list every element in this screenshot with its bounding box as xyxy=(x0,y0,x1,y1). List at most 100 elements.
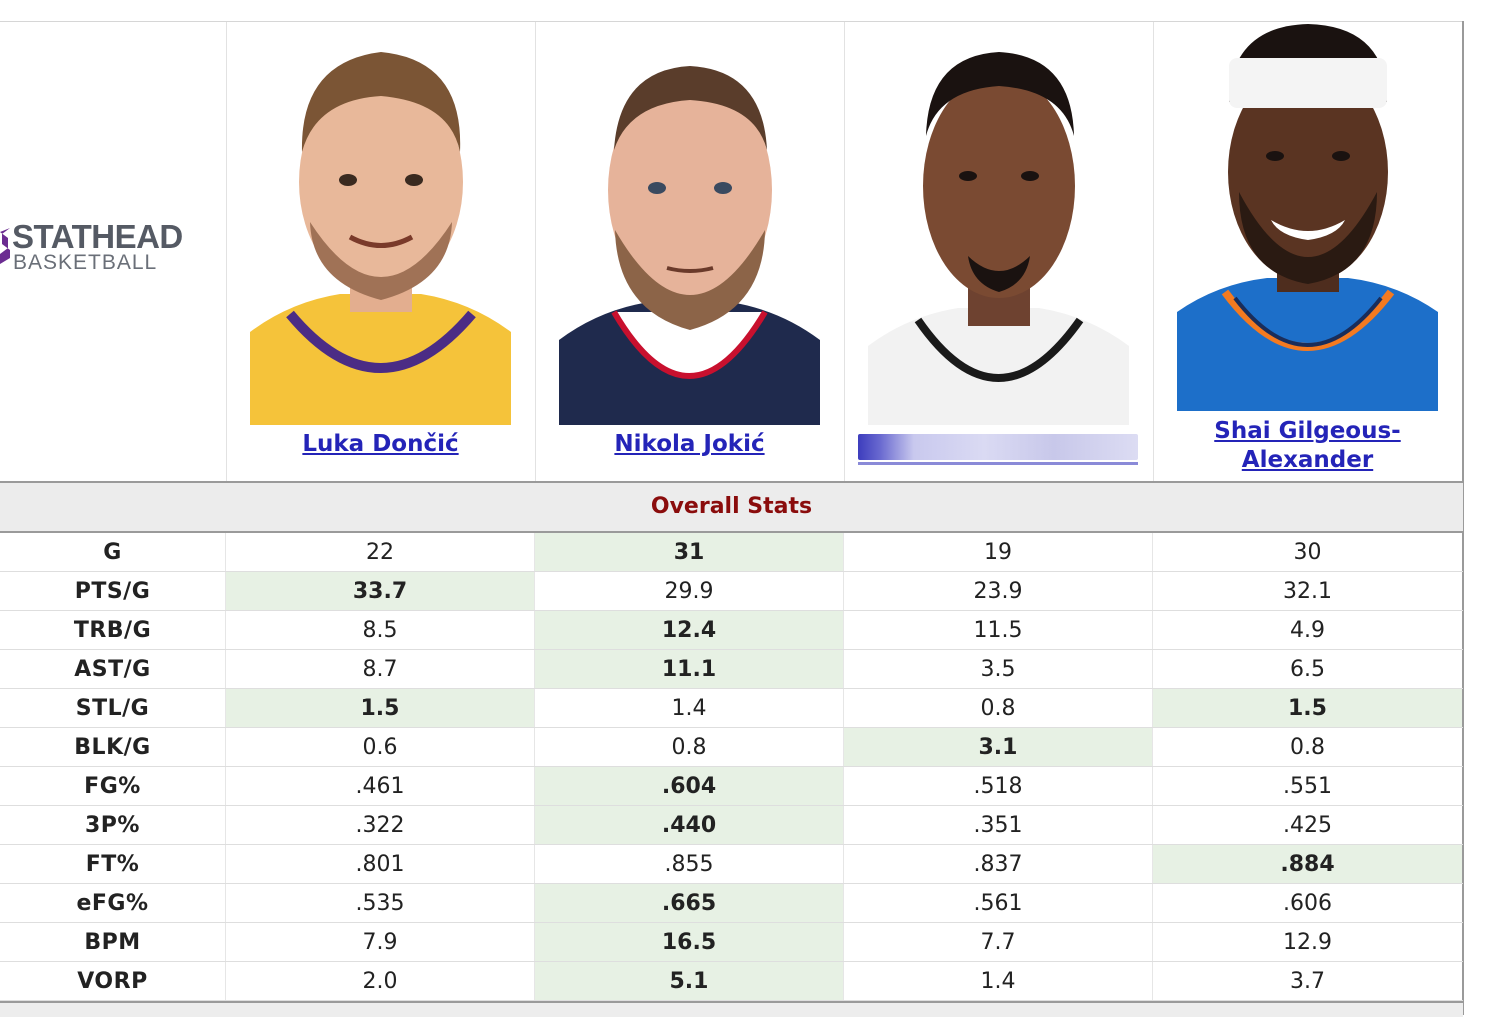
stat-row: eFG% .535.665.561 .606 xyxy=(0,884,1463,923)
stat-value: .606 xyxy=(1283,891,1332,916)
logo-subtitle: BASKETBALL xyxy=(13,251,158,274)
player-headshot-3[interactable] xyxy=(868,36,1129,425)
stat-label: G xyxy=(0,533,226,571)
stat-value: 22 xyxy=(226,533,535,571)
stat-value: .884 xyxy=(1153,845,1462,883)
player-headshot-2[interactable] xyxy=(559,40,820,425)
stat-row: VORP 2.0 5.1 1.4 3.7 xyxy=(0,962,1463,1001)
stat-value: 1.5 xyxy=(1153,689,1462,727)
player-column-2: Nikola Jokić xyxy=(535,22,844,482)
bottom-border xyxy=(0,1001,1463,1017)
player-column-4: Shai Gilgeous-Alexander xyxy=(1153,22,1462,482)
stat-value: 7.9 xyxy=(226,923,535,961)
stat-label: VORP xyxy=(0,962,226,1000)
stat-value: .665 xyxy=(535,884,844,922)
stats-table: Overall Stats G 22 31 19 30 PTS/G 33.7 29.9 23.9… xyxy=(0,481,1463,1001)
column-divider xyxy=(1153,22,1154,482)
stat-value: 12.4 xyxy=(535,611,844,649)
stat-value: 1.5 xyxy=(226,689,535,727)
stat-value: .561 xyxy=(844,884,1153,922)
stat-value: 11.1 xyxy=(535,650,844,688)
stat-value: 3.1 xyxy=(844,728,1153,766)
stat-value: 19 xyxy=(844,533,1153,571)
stat-value: .604 xyxy=(535,767,844,805)
stat-label: BPM xyxy=(0,923,226,961)
stat-label: STL/G xyxy=(0,689,226,727)
stat-row: PTS/G 33.7 29.9 23.9 32.1 xyxy=(0,572,1463,611)
column-divider xyxy=(226,22,227,482)
player-name-link-4[interactable]: Shai Gilgeous-Alexander xyxy=(1214,418,1401,473)
stat-value: .425 xyxy=(1283,813,1332,838)
player-column-1: Luka Dončić xyxy=(226,22,535,482)
stat-value: .855 xyxy=(535,845,844,883)
stat-value: 3.7 xyxy=(1290,969,1325,994)
stat-value: 8.5 xyxy=(226,611,535,649)
stat-row: BLK/G 0.6 0.8 3.1 0.8 xyxy=(0,728,1463,767)
stat-value: 8.7 xyxy=(226,650,535,688)
player-headshot-icon xyxy=(868,36,1129,425)
stat-label: AST/G xyxy=(0,650,226,688)
stat-value: 5.1 xyxy=(535,962,844,1000)
player-name-redacted xyxy=(858,434,1138,460)
stat-label: FG% xyxy=(0,767,226,805)
stat-row: FG% .461.604.518 .551 xyxy=(0,767,1463,806)
stat-value: .535 xyxy=(226,884,535,922)
stat-value: 11.5 xyxy=(844,611,1153,649)
stat-value: 16.5 xyxy=(535,923,844,961)
player-headshot-icon xyxy=(1177,22,1438,411)
stat-label: PTS/G xyxy=(0,572,226,610)
stat-row: BPM 7.9 16.5 7.7 12.9 xyxy=(0,923,1463,962)
stat-value: .801 xyxy=(226,845,535,883)
stat-value: 0.8 xyxy=(844,689,1153,727)
right-border xyxy=(1462,21,1464,1015)
stat-value: 0.8 xyxy=(535,728,844,766)
player-headshot-4[interactable] xyxy=(1177,22,1438,411)
player-name-underline xyxy=(858,462,1138,465)
column-divider xyxy=(535,22,536,482)
player-headshot-icon xyxy=(559,40,820,425)
stat-label: 3P% xyxy=(0,806,226,844)
stat-row: STL/G 1.5 1.4 0.8 1.5 xyxy=(0,689,1463,728)
stat-value: .518 xyxy=(844,767,1153,805)
stat-row: FT% .801.855.837.884 xyxy=(0,845,1463,884)
stat-row: AST/G 8.7 11.1 3.5 6.5 xyxy=(0,650,1463,689)
stat-label: TRB/G xyxy=(0,611,226,649)
player-column-3 xyxy=(844,22,1153,482)
player-name-link-2[interactable]: Nikola Jokić xyxy=(614,431,765,457)
stat-label: eFG% xyxy=(0,884,226,922)
stats-rows: G 22 31 19 30 PTS/G 33.7 29.9 23.9 32.1 TRB/G 8.5 12… xyxy=(0,533,1463,1001)
stat-value: 29.9 xyxy=(535,572,844,610)
column-divider xyxy=(844,22,845,482)
stat-value: 23.9 xyxy=(844,572,1153,610)
stat-row: TRB/G 8.5 12.4 11.5 4.9 xyxy=(0,611,1463,650)
stat-value: 33.7 xyxy=(226,572,535,610)
stat-value: .440 xyxy=(535,806,844,844)
stat-value: 1.4 xyxy=(535,689,844,727)
stat-value: 6.5 xyxy=(1290,657,1325,682)
player-headshot-1[interactable] xyxy=(250,32,511,425)
stat-value: .837 xyxy=(844,845,1153,883)
stat-label: FT% xyxy=(0,845,226,883)
player-name-link-1[interactable]: Luka Dončić xyxy=(302,431,459,457)
stathead-logo-mark-icon xyxy=(0,228,10,264)
stat-value: 12.9 xyxy=(1283,930,1332,955)
stat-value: 31 xyxy=(535,533,844,571)
stat-value: .351 xyxy=(844,806,1153,844)
stat-value: 32.1 xyxy=(1283,579,1332,604)
section-title: Overall Stats xyxy=(0,481,1463,533)
top-border xyxy=(0,21,1463,22)
stat-row: 3P% .322.440.351 .425 xyxy=(0,806,1463,845)
stat-value: .322 xyxy=(226,806,535,844)
stat-value: 2.0 xyxy=(226,962,535,1000)
stathead-logo[interactable]: STATHEAD BASKETBALL xyxy=(0,218,215,278)
stat-value: 0.8 xyxy=(1290,735,1325,760)
logo-wordmark: STATHEAD xyxy=(12,218,183,255)
stat-row: G 22 31 19 30 xyxy=(0,533,1463,572)
stat-value: 30 xyxy=(1293,540,1322,565)
stat-value: 4.9 xyxy=(1290,618,1325,643)
player-headshot-icon xyxy=(250,32,511,425)
stat-value: 0.6 xyxy=(226,728,535,766)
stat-value: 1.4 xyxy=(844,962,1153,1000)
stat-value: .461 xyxy=(226,767,535,805)
